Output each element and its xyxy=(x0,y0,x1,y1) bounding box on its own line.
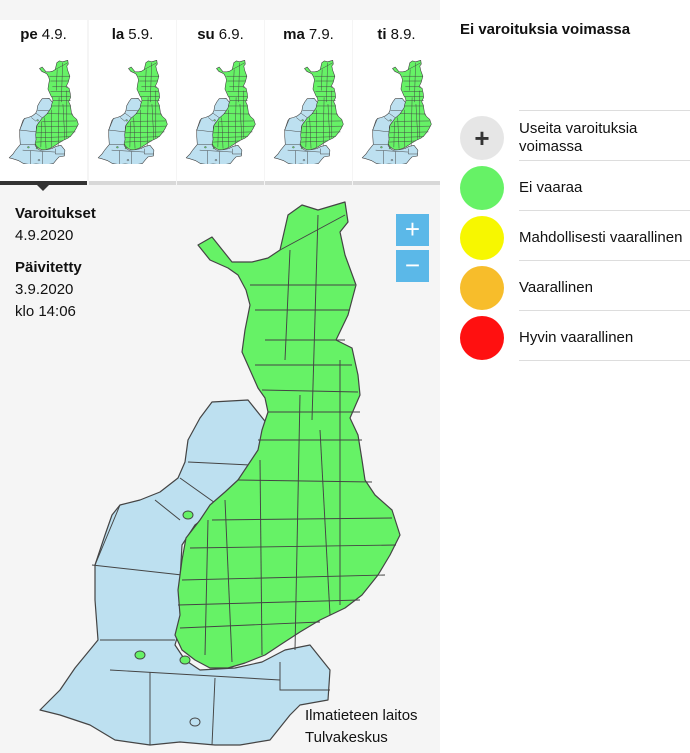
day-weekday: la xyxy=(111,26,125,43)
legend-swatch xyxy=(460,216,504,260)
legend-swatch xyxy=(460,316,504,360)
updated-info: Päivitetty 3.9.2020 klo 14:06 xyxy=(15,257,82,323)
warnings-info: Varoitukset 4.9.2020 xyxy=(15,203,96,247)
day-tab-ti[interactable]: ti 8.9. xyxy=(353,20,440,185)
day-tab-su[interactable]: su 6.9. xyxy=(177,20,264,185)
legend-swatch: + xyxy=(460,116,504,160)
day-date: 4.9. xyxy=(41,26,67,43)
updated-heading: Päivitetty xyxy=(15,259,82,276)
credit-flood-centre: Tulvakeskus xyxy=(305,729,388,746)
left-panel: pe 4.9. la 5.9. su 6.9. ma 7.9. ti 8.9. Varoi… xyxy=(0,0,440,753)
legend-label: Hyvin vaarallinen xyxy=(519,310,690,360)
day-tab-pe[interactable]: pe 4.9. xyxy=(0,20,87,185)
day-weekday: ma xyxy=(283,26,305,43)
active-tab-pointer xyxy=(37,185,49,191)
legend-label: Useita varoituksia voimassa xyxy=(519,110,690,160)
legend-item-potentially-dangerous: Mahdollisesti vaarallinen xyxy=(460,210,690,260)
zoom-in-button[interactable]: + xyxy=(396,214,429,246)
finland-map-thumbnail xyxy=(185,59,256,164)
legend-swatch xyxy=(460,266,504,310)
status-title: Ei varoituksia voimassa xyxy=(460,21,631,38)
legend-swatch xyxy=(460,166,504,210)
day-weekday: pe xyxy=(20,26,38,43)
tab-indicator xyxy=(353,181,440,185)
warnings-heading: Varoitukset xyxy=(15,205,96,222)
legend-item-dangerous: Vaarallinen xyxy=(460,260,690,310)
tab-indicator xyxy=(177,181,264,185)
finland-map-thumbnail xyxy=(361,59,432,164)
map-credits: Ilmatieteen laitos Tulvakeskus xyxy=(305,705,418,749)
legend-divider xyxy=(519,360,690,361)
legend: + Useita varoituksia voimassa Ei vaaraa … xyxy=(460,110,690,360)
zoom-out-button[interactable]: − xyxy=(396,250,429,282)
day-tab-ma[interactable]: ma 7.9. xyxy=(265,20,352,185)
day-date: 5.9. xyxy=(128,26,154,43)
warnings-date: 4.9.2020 xyxy=(15,227,74,244)
day-date: 7.9. xyxy=(308,26,334,43)
legend-item-multiple: + Useita varoituksia voimassa xyxy=(460,110,690,160)
legend-label: Ei vaaraa xyxy=(519,160,690,210)
legend-label: Mahdollisesti vaarallinen xyxy=(519,210,690,260)
finland-map-thumbnail xyxy=(273,59,344,164)
updated-date: 3.9.2020 xyxy=(15,281,74,298)
finland-map-thumbnail xyxy=(97,59,168,164)
day-tabs: pe 4.9. la 5.9. su 6.9. ma 7.9. ti 8.9. xyxy=(0,20,440,185)
tab-indicator xyxy=(0,181,87,185)
finland-map-thumbnail xyxy=(8,59,79,164)
legend-item-very-dangerous: Hyvin vaarallinen xyxy=(460,310,690,360)
tab-indicator xyxy=(89,181,176,185)
legend-label: Vaarallinen xyxy=(519,260,690,310)
day-date: 8.9. xyxy=(390,26,416,43)
updated-time: klo 14:06 xyxy=(15,303,76,320)
plus-icon: + xyxy=(474,123,490,153)
credit-fmi: Ilmatieteen laitos xyxy=(305,707,418,724)
day-weekday: ti xyxy=(377,26,387,43)
legend-item-no-danger: Ei vaaraa xyxy=(460,160,690,210)
finland-warning-map[interactable] xyxy=(0,0,440,753)
day-tab-la[interactable]: la 5.9. xyxy=(89,20,176,185)
day-weekday: su xyxy=(197,26,215,43)
day-date: 6.9. xyxy=(218,26,244,43)
tab-indicator xyxy=(265,181,352,185)
